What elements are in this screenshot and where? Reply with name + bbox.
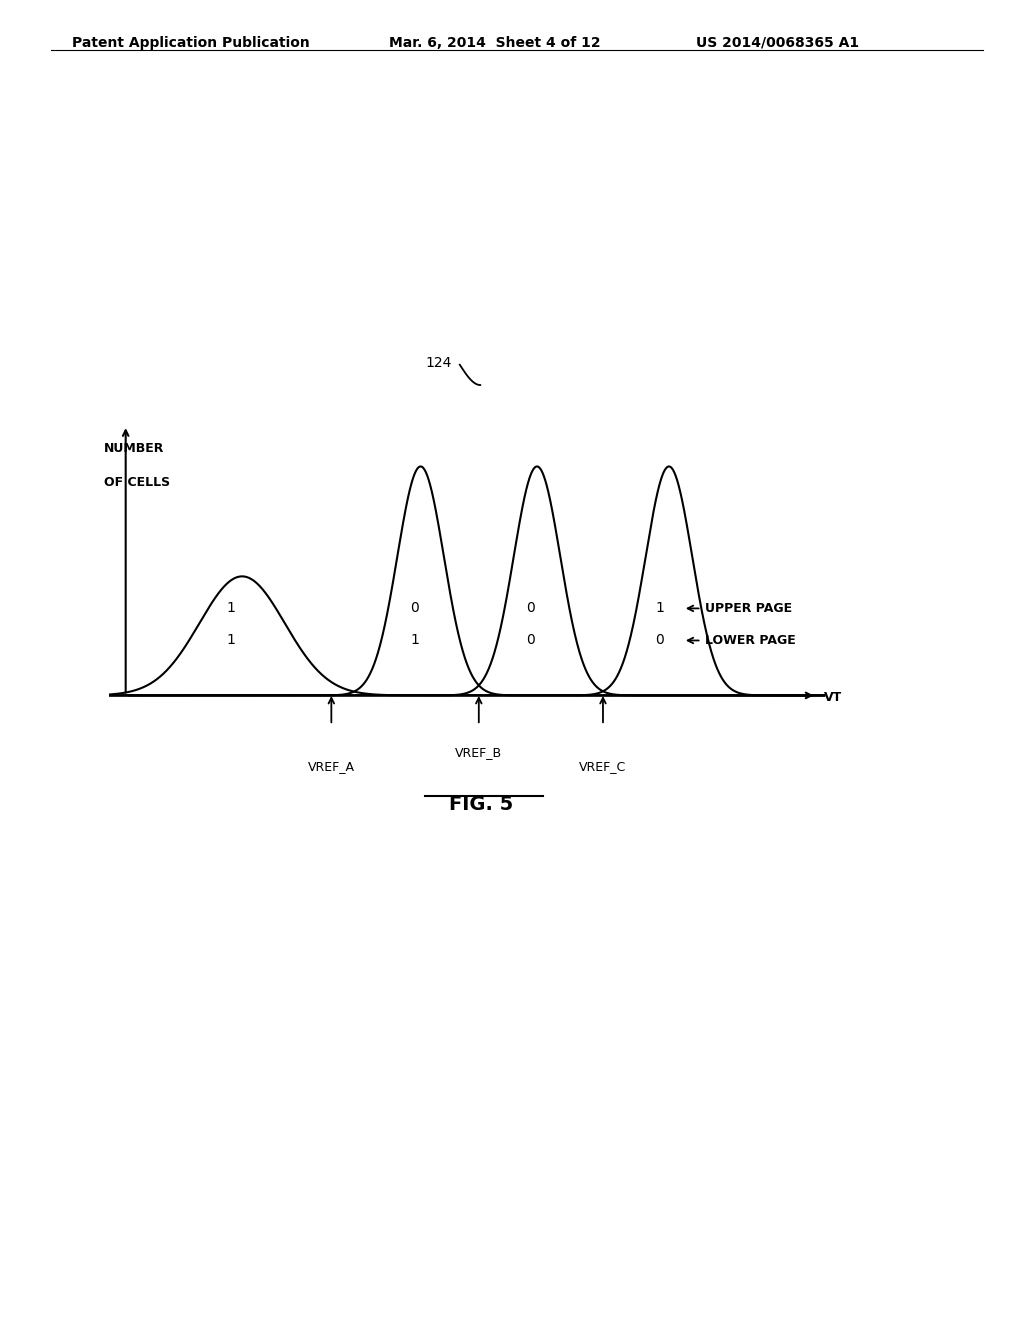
Text: Patent Application Publication: Patent Application Publication [72, 36, 309, 50]
Text: VREF_C: VREF_C [580, 759, 627, 772]
Text: VT: VT [824, 692, 843, 704]
Text: OF CELLS: OF CELLS [104, 477, 170, 488]
Text: 1: 1 [226, 634, 234, 648]
Text: VREF_B: VREF_B [456, 746, 503, 759]
Text: US 2014/0068365 A1: US 2014/0068365 A1 [696, 36, 859, 50]
Text: Mar. 6, 2014  Sheet 4 of 12: Mar. 6, 2014 Sheet 4 of 12 [389, 36, 601, 50]
Text: NUMBER: NUMBER [104, 442, 164, 454]
Text: FIG. 5: FIG. 5 [450, 795, 513, 813]
Text: 1: 1 [410, 634, 419, 648]
Text: 0: 0 [526, 634, 536, 648]
Text: 1: 1 [655, 602, 665, 615]
Text: 0: 0 [655, 634, 664, 648]
Text: 124: 124 [425, 355, 452, 370]
Text: UPPER PAGE: UPPER PAGE [706, 602, 793, 615]
Text: 1: 1 [226, 602, 234, 615]
Text: VREF_A: VREF_A [308, 759, 355, 772]
Text: LOWER PAGE: LOWER PAGE [706, 634, 797, 647]
Text: 0: 0 [410, 602, 419, 615]
Text: 0: 0 [526, 602, 536, 615]
